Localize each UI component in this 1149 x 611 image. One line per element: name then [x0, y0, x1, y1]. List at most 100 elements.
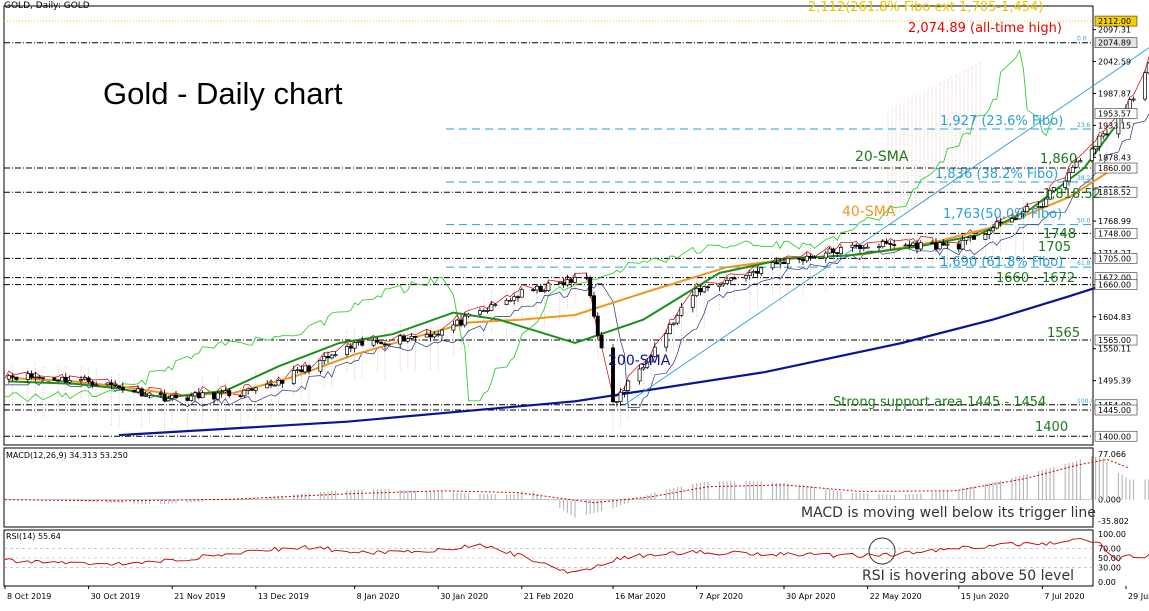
candle-body — [622, 390, 627, 393]
candle-body — [508, 299, 513, 302]
candle-body — [850, 244, 855, 248]
candle-body — [356, 340, 361, 343]
price-box — [1094, 228, 1138, 239]
candle-body — [941, 242, 946, 246]
fibo-tag: 100.0 — [1077, 398, 1094, 405]
price-box-label: 1660.00 — [1098, 281, 1131, 290]
price-box — [1094, 186, 1138, 198]
candle-body — [10, 375, 15, 378]
candle-body — [614, 401, 619, 403]
candle-body — [535, 285, 539, 291]
candle-body — [117, 385, 121, 388]
x-tick-label: 15 Jun 2020 — [961, 592, 1009, 601]
candle-body — [945, 243, 950, 246]
candle-body — [162, 393, 167, 402]
candle-body — [29, 373, 34, 378]
candle-body — [386, 343, 391, 346]
candle-body — [86, 377, 91, 383]
candle-body — [56, 379, 61, 382]
candle-body — [652, 346, 657, 357]
price-axis: 2097.312042.591987.871933.151878.431823.… — [1093, 15, 1138, 442]
price-box-label: 1860.00 — [1098, 164, 1131, 173]
candle-body — [269, 383, 273, 386]
candle-body — [265, 383, 270, 389]
candle-body — [466, 313, 471, 317]
y-tick-label: 1878.43 — [1098, 153, 1131, 162]
candle-body — [348, 346, 353, 349]
price-box — [1094, 334, 1138, 346]
candle-body — [649, 356, 653, 363]
fibo-tag: 50.0 — [1077, 218, 1091, 225]
rsi-highlight-circle — [868, 537, 896, 565]
indicator-label: 20-SMA — [855, 149, 909, 165]
candle-body — [280, 380, 285, 384]
candle-body — [626, 380, 631, 391]
rsi-tick-label: 100.00 — [1098, 530, 1126, 539]
price-box-label: 1672.00 — [1098, 274, 1131, 283]
candle-body — [1074, 161, 1079, 168]
candle-body — [1067, 172, 1071, 182]
candle-body — [405, 338, 410, 342]
y-tick-label: 1495.39 — [1098, 377, 1131, 386]
x-tick-label: 8 Oct 2019 — [7, 592, 51, 601]
candle-body — [326, 356, 330, 359]
candle-body — [493, 304, 498, 306]
candle-body — [227, 390, 232, 397]
candle-body — [698, 288, 703, 293]
candle-body — [645, 361, 650, 368]
candle-body — [903, 244, 908, 247]
candle-body — [884, 241, 889, 244]
candle-body — [599, 335, 604, 349]
candle-body — [379, 341, 384, 345]
level-label: 1400 — [1035, 420, 1068, 435]
candle-body — [880, 241, 885, 247]
candle-body — [41, 377, 45, 380]
candle-body — [797, 257, 802, 260]
candle-body — [424, 334, 429, 338]
y-tick-label: 1768.99 — [1098, 217, 1131, 226]
rsi-title: RSI(14) 55.64 — [6, 532, 61, 541]
level-label: 1660 - 1672 — [996, 271, 1075, 286]
candle-body — [120, 387, 125, 391]
candle-body — [1010, 218, 1014, 223]
price-box-label: 1953.57 — [1098, 109, 1131, 118]
macd-tick-label: 77.066 — [1098, 450, 1126, 459]
y-tick-label: 1550.11 — [1098, 345, 1131, 354]
candle-body — [147, 392, 152, 396]
chart-title: Gold - Daily chart — [103, 76, 343, 111]
y-tick-label: 1933.15 — [1098, 121, 1131, 130]
candle-body — [242, 390, 247, 397]
candle-body — [706, 286, 710, 289]
candle-body — [215, 392, 220, 400]
indicator-label: 40-SMA — [842, 204, 896, 220]
candle-body — [250, 388, 254, 391]
candle-body — [1040, 206, 1045, 208]
candle-body — [519, 289, 524, 298]
candle-body — [322, 356, 327, 361]
candle-body — [637, 368, 642, 382]
price-box-label: 1748.00 — [1098, 229, 1131, 238]
candle-body — [375, 339, 380, 343]
candle-body — [272, 384, 277, 387]
candle-body — [770, 262, 775, 269]
x-tick-label: 22 May 2020 — [870, 592, 922, 601]
y-tick-label: 2042.59 — [1098, 58, 1131, 67]
candle-body — [987, 230, 992, 235]
candle-body — [561, 282, 566, 286]
candle-body — [143, 394, 148, 397]
x-tick-label: 30 Jan 2020 — [440, 592, 488, 601]
candle-body — [291, 370, 296, 384]
x-tick-label: 30 Oct 2019 — [91, 592, 140, 601]
candle-body — [333, 354, 338, 357]
candle-body — [1097, 135, 1102, 147]
rsi-tick-label: 30.00 — [1098, 564, 1121, 573]
candle-body — [956, 243, 961, 250]
y-tick-label: 1987.87 — [1098, 89, 1131, 98]
candle-body — [318, 360, 323, 372]
candle-body — [398, 335, 403, 345]
candle-body — [504, 300, 509, 305]
candle-body — [60, 376, 64, 382]
